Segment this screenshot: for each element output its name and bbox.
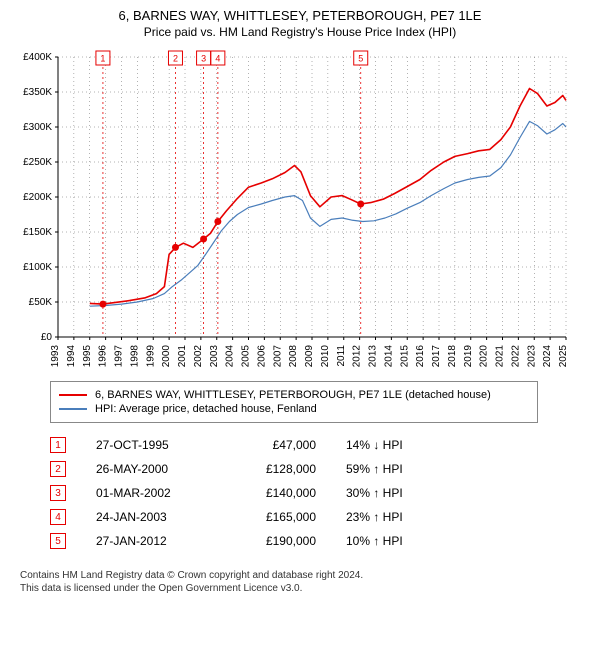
legend-swatch — [59, 408, 87, 410]
svg-text:2025: 2025 — [558, 345, 569, 368]
svg-text:2006: 2006 — [256, 345, 267, 368]
svg-text:£100K: £100K — [23, 262, 52, 273]
svg-text:2011: 2011 — [336, 345, 347, 367]
svg-text:2007: 2007 — [272, 345, 283, 368]
title-line-1: 6, BARNES WAY, WHITTLESEY, PETERBOROUGH,… — [10, 8, 590, 23]
table-row: 2 26-MAY-2000 £128,000 59% ↑ HPI — [50, 457, 588, 481]
svg-text:2008: 2008 — [288, 345, 299, 368]
svg-text:1998: 1998 — [129, 345, 140, 368]
price-chart-svg: 1 2 34 5 £0 £50K £100K £150K £200K £250K £300K £350… — [10, 49, 570, 369]
svg-text:2020: 2020 — [479, 345, 490, 368]
cell-pct: 14% ↓ HPI — [346, 438, 466, 452]
legend: 6, BARNES WAY, WHITTLESEY, PETERBOROUGH,… — [50, 381, 538, 423]
legend-item: HPI: Average price, detached house, Fenl… — [59, 402, 529, 416]
svg-text:2018: 2018 — [447, 345, 458, 368]
svg-text:1995: 1995 — [82, 345, 93, 368]
transactions-table: 1 27-OCT-1995 £47,000 14% ↓ HPI 2 26-MAY-2000… — [50, 433, 588, 553]
svg-text:2004: 2004 — [225, 345, 236, 368]
cell-pct: 10% ↑ HPI — [346, 534, 466, 548]
svg-text:£250K: £250K — [23, 157, 52, 168]
svg-text:2012: 2012 — [352, 345, 363, 368]
legend-label: 6, BARNES WAY, WHITTLESEY, PETERBOROUGH,… — [95, 389, 491, 401]
cell-date: 24-JAN-2003 — [96, 510, 206, 524]
table-row: 5 27-JAN-2012 £190,000 10% ↑ HPI — [50, 529, 588, 553]
svg-text:£0: £0 — [41, 332, 53, 343]
footer-line-1: Contains HM Land Registry data © Crown c… — [20, 569, 588, 582]
svg-text:2000: 2000 — [161, 345, 172, 368]
series-property-price — [90, 89, 566, 305]
table-row: 4 24-JAN-2003 £165,000 23% ↑ HPI — [50, 505, 588, 529]
svg-text:1999: 1999 — [145, 345, 156, 368]
table-row: 3 01-MAR-2002 £140,000 30% ↑ HPI — [50, 481, 588, 505]
svg-text:2017: 2017 — [431, 345, 442, 368]
footer-line-2: This data is licensed under the Open Gov… — [20, 582, 588, 595]
marker-badge: 1 — [50, 437, 66, 453]
cell-pct: 59% ↑ HPI — [346, 462, 466, 476]
cell-price: £190,000 — [236, 534, 316, 548]
cell-pct: 23% ↑ HPI — [346, 510, 466, 524]
svg-text:2009: 2009 — [304, 345, 315, 368]
marker-badge: 3 — [50, 485, 66, 501]
cell-date: 26-MAY-2000 — [96, 462, 206, 476]
svg-text:5: 5 — [358, 54, 363, 64]
svg-text:2024: 2024 — [542, 345, 553, 368]
cell-date: 27-JAN-2012 — [96, 534, 206, 548]
svg-text:2010: 2010 — [320, 345, 331, 368]
cell-price: £47,000 — [236, 438, 316, 452]
cell-price: £165,000 — [236, 510, 316, 524]
cell-date: 27-OCT-1995 — [96, 438, 206, 452]
svg-text:2013: 2013 — [368, 345, 379, 368]
marker-badge: 4 — [50, 509, 66, 525]
chart-area: 1 2 34 5 £0 £50K £100K £150K £200K £250K £300K £350… — [10, 49, 590, 369]
cell-price: £128,000 — [236, 462, 316, 476]
footer-attribution: Contains HM Land Registry data © Crown c… — [20, 569, 588, 595]
svg-text:£300K: £300K — [23, 122, 52, 133]
svg-text:1993: 1993 — [50, 345, 61, 368]
marker-badge: 2 — [50, 461, 66, 477]
svg-text:£50K: £50K — [29, 297, 53, 308]
svg-text:1: 1 — [100, 54, 105, 64]
cell-price: £140,000 — [236, 486, 316, 500]
svg-text:2005: 2005 — [241, 345, 252, 368]
svg-text:1996: 1996 — [98, 345, 109, 368]
svg-text:1997: 1997 — [114, 345, 125, 368]
svg-text:2015: 2015 — [399, 345, 410, 368]
svg-text:2022: 2022 — [510, 345, 521, 368]
svg-text:2003: 2003 — [209, 345, 220, 368]
svg-text:£400K: £400K — [23, 52, 52, 63]
svg-text:3: 3 — [201, 54, 206, 64]
legend-label: HPI: Average price, detached house, Fenl… — [95, 403, 317, 415]
svg-text:2: 2 — [173, 54, 178, 64]
title-line-2: Price paid vs. HM Land Registry's House … — [10, 25, 590, 39]
table-row: 1 27-OCT-1995 £47,000 14% ↓ HPI — [50, 433, 588, 457]
svg-text:2001: 2001 — [177, 345, 188, 368]
svg-text:£350K: £350K — [23, 87, 52, 98]
chart-titles: 6, BARNES WAY, WHITTLESEY, PETERBOROUGH,… — [10, 8, 590, 39]
svg-text:£200K: £200K — [23, 192, 52, 203]
svg-text:2014: 2014 — [383, 345, 394, 368]
svg-text:1994: 1994 — [66, 345, 77, 368]
cell-date: 01-MAR-2002 — [96, 486, 206, 500]
svg-text:2023: 2023 — [526, 345, 537, 368]
marker-badge: 5 — [50, 533, 66, 549]
svg-text:2016: 2016 — [415, 345, 426, 368]
svg-text:2002: 2002 — [193, 345, 204, 368]
svg-text:4: 4 — [215, 54, 220, 64]
svg-text:2021: 2021 — [495, 345, 506, 368]
svg-text:2019: 2019 — [463, 345, 474, 368]
svg-text:£150K: £150K — [23, 227, 52, 238]
cell-pct: 30% ↑ HPI — [346, 486, 466, 500]
legend-swatch — [59, 394, 87, 396]
legend-item: 6, BARNES WAY, WHITTLESEY, PETERBOROUGH,… — [59, 388, 529, 402]
